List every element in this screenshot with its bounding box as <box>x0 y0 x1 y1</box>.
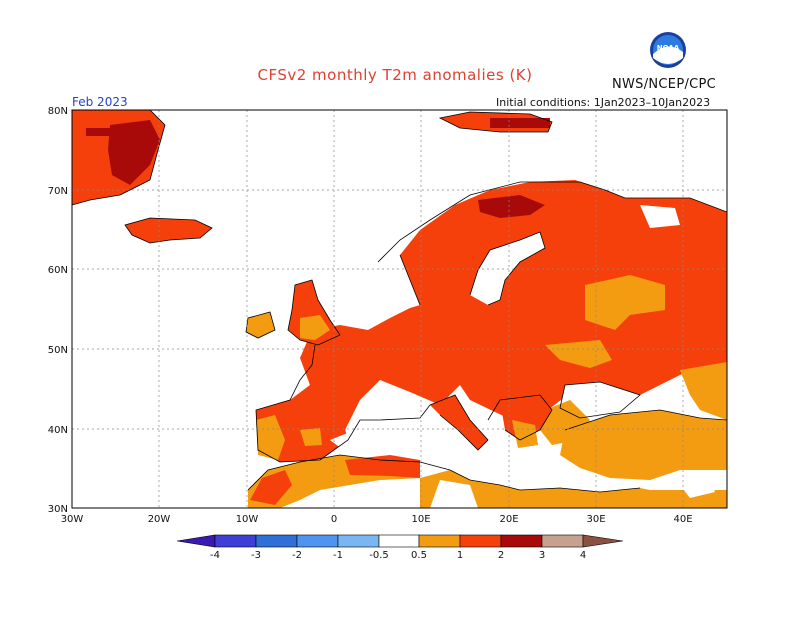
legend-label: -2 <box>292 550 302 561</box>
legend-swatch <box>500 534 543 548</box>
agency-label: NWS/NCEP/CPC <box>612 77 717 92</box>
lat-label: 50N <box>48 345 68 356</box>
lon-label: 10E <box>411 514 430 525</box>
legend-swatch <box>296 534 339 548</box>
anomaly-field <box>72 110 727 508</box>
forecast-month: Feb 2023 <box>72 95 128 109</box>
legend-label: 4 <box>580 550 586 561</box>
legend-swatch <box>255 534 298 548</box>
legend-label: -4 <box>210 550 220 561</box>
lat-label: 40N <box>48 425 68 436</box>
legend-swatch <box>418 534 461 548</box>
lat-label: 70N <box>48 186 68 197</box>
legend-swatch <box>337 534 380 548</box>
noaa-logo-text: NOAA <box>657 44 680 52</box>
lon-label: 20E <box>499 514 518 525</box>
lon-label: 10W <box>236 514 259 525</box>
lon-label: 30E <box>586 514 605 525</box>
legend-swatch-below-minus4 <box>176 534 216 548</box>
color-legend <box>176 534 624 548</box>
lat-label: 30N <box>48 504 68 515</box>
anomaly-turkey <box>560 410 727 480</box>
lon-label: 20W <box>148 514 171 525</box>
graticule <box>72 110 727 508</box>
anomaly-greenland-strong <box>108 120 160 185</box>
lat-label: 80N <box>48 106 68 117</box>
latitude-labels: 80N 70N 60N 50N 40N 30N <box>48 106 68 515</box>
legend-labels: -4 -3 -2 -1 -0.5 0.5 1 2 3 4 <box>210 550 586 561</box>
legend-label: 3 <box>539 550 545 561</box>
legend-swatch <box>459 534 502 548</box>
legend-swatch-above-4 <box>582 534 624 548</box>
legend-swatch <box>214 534 257 548</box>
anomaly-eastern-europe <box>585 275 665 330</box>
legend-label: -0.5 <box>369 550 389 561</box>
map-title: CFSv2 monthly T2m anomalies (K) <box>257 66 533 84</box>
anomaly-central-europe <box>256 180 727 445</box>
legend-label: -1 <box>333 550 343 561</box>
initial-conditions: Initial conditions: 1Jan2023–10Jan2023 <box>496 96 711 109</box>
legend-label: 2 <box>498 550 504 561</box>
legend-swatch <box>541 534 584 548</box>
coastlines <box>72 110 727 493</box>
legend-swatch <box>378 534 420 548</box>
legend-label: -3 <box>251 550 261 561</box>
legend-label: 0.5 <box>411 550 427 561</box>
lat-label: 60N <box>48 265 68 276</box>
noaa-logo: NOAA <box>650 32 686 68</box>
lon-label: 0 <box>331 514 337 525</box>
lon-label: 40E <box>673 514 692 525</box>
anomaly-iceland <box>125 218 212 243</box>
lon-label: 30W <box>61 514 84 525</box>
longitude-labels: 30W 20W 10W 0 10E 20E 30E 40E <box>61 514 693 525</box>
legend-label: 1 <box>457 550 463 561</box>
